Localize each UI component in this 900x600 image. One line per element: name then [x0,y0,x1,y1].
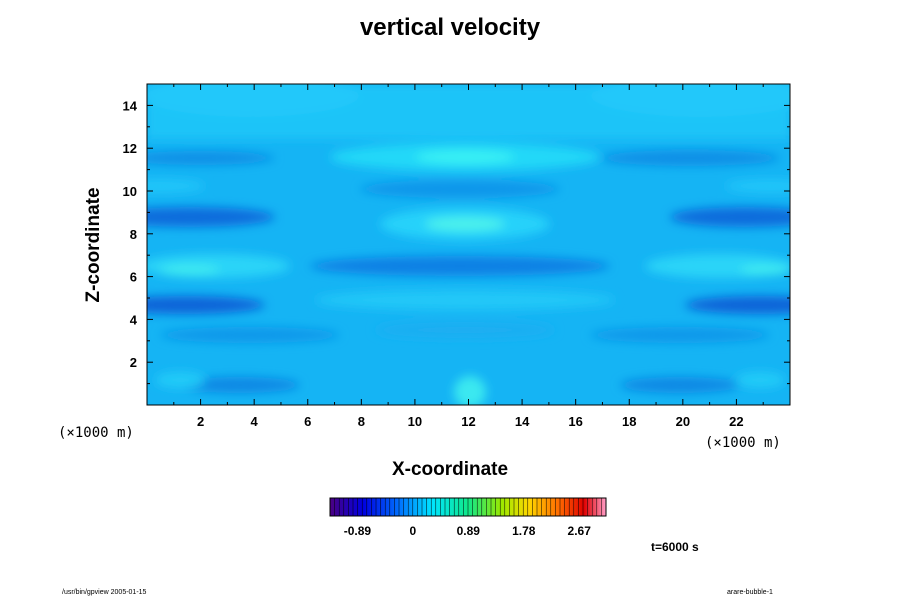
x-tick-label: 8 [358,414,365,429]
colorbar-tick-label: 0.89 [456,524,480,538]
x-axis-label: X-coordinate [391,459,509,480]
x-tick-label: 18 [622,414,636,429]
x-tick-label: 16 [568,414,582,429]
x-tick-label: 6 [304,414,311,429]
colorbar-tick-label: -0.89 [343,524,372,538]
y-tick-label: 14 [123,98,138,113]
y-tick-label: 4 [130,312,138,327]
y-tick-label: 2 [130,355,137,370]
y-tick-label: 12 [123,141,137,156]
colorbar-frame [329,497,607,517]
x-tick-label: 10 [408,414,422,429]
chart-title: vertical velocity [359,14,541,41]
x-tick-label: 4 [251,414,259,429]
colorbar-tick-label: 1.78 [512,524,536,538]
footer-left: /usr/bin/gpview 2005-01-15 [62,589,147,596]
colorbar-tick-label: 2.67 [567,524,591,538]
colorbar-divisions [334,498,602,516]
y-axis: 2 4 6 8 10 12 14 [123,98,790,385]
y-tick-label: 6 [130,270,137,285]
x-tick-label: 12 [461,414,475,429]
time-label: t=6000 s [651,540,699,554]
y-tick-label: 10 [123,184,137,199]
y-tick-label: 8 [130,227,137,242]
x-tick-label: 14 [515,414,530,429]
x-unit-label-right: (×1000 m) [705,435,781,451]
x-axis: 2 4 6 8 10 12 14 16 18 20 22 [173,84,764,429]
footer-right: arare-bubble-1 [727,589,773,596]
x-unit-label-left: (×1000 m) [58,425,134,441]
colorbar-tick-label: 0 [409,524,417,538]
x-tick-label: 20 [676,414,690,429]
velocity-field [147,84,790,405]
x-tick-label: 2 [197,414,204,429]
x-tick-label: 22 [729,414,743,429]
